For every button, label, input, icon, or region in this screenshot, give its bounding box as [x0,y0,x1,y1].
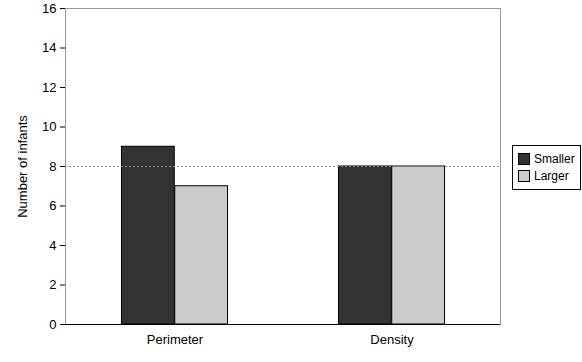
svg-text:4: 4 [49,238,56,253]
svg-text:10: 10 [42,119,56,134]
svg-text:6: 6 [49,198,56,213]
svg-text:Perimeter: Perimeter [147,332,204,347]
svg-text:16: 16 [42,1,56,16]
html-text:Larger: Larger [534,169,569,183]
svg-text:0: 0 [49,317,56,332]
svg-text:8: 8 [49,159,56,174]
svg-text:Number of infants: Number of infants [15,115,30,218]
svg-text:Density: Density [370,332,414,347]
svg-text:14: 14 [42,40,56,55]
html-text:Smaller: Smaller [534,152,575,166]
svg-text:2: 2 [49,277,56,292]
svg-text:12: 12 [42,80,56,95]
